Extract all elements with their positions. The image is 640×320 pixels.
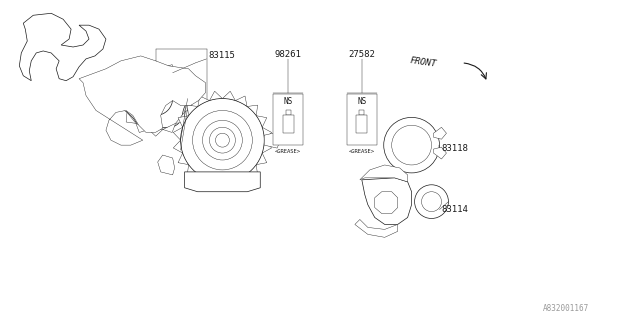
Polygon shape [375, 192, 397, 213]
Polygon shape [209, 91, 223, 100]
Polygon shape [148, 130, 163, 136]
Circle shape [139, 82, 173, 116]
Circle shape [384, 117, 440, 173]
Polygon shape [283, 116, 294, 133]
Circle shape [147, 90, 164, 108]
Text: 98261: 98261 [275, 51, 301, 60]
FancyBboxPatch shape [347, 93, 377, 145]
Polygon shape [163, 123, 175, 132]
Text: 83118: 83118 [442, 144, 468, 153]
Text: 27582: 27582 [348, 51, 375, 60]
Text: NS: NS [357, 97, 367, 106]
Text: NS: NS [284, 97, 292, 106]
Polygon shape [359, 110, 364, 116]
Polygon shape [126, 74, 136, 85]
Circle shape [415, 185, 449, 219]
Text: <GREASE>: <GREASE> [349, 148, 375, 154]
Circle shape [392, 125, 431, 165]
Polygon shape [256, 153, 267, 165]
Polygon shape [223, 91, 236, 100]
Polygon shape [126, 112, 136, 123]
Polygon shape [163, 65, 175, 74]
Polygon shape [247, 165, 258, 175]
Circle shape [202, 120, 243, 160]
Polygon shape [184, 172, 260, 192]
Polygon shape [119, 85, 127, 99]
Polygon shape [178, 116, 189, 127]
Polygon shape [198, 96, 209, 107]
Polygon shape [360, 165, 408, 182]
Polygon shape [175, 74, 186, 85]
Polygon shape [356, 116, 367, 133]
Polygon shape [184, 85, 193, 99]
Polygon shape [433, 147, 447, 159]
Polygon shape [175, 112, 186, 123]
Text: FRONT: FRONT [410, 57, 438, 69]
Polygon shape [184, 99, 193, 112]
Text: 83114: 83114 [442, 205, 468, 214]
Polygon shape [173, 140, 182, 153]
Polygon shape [188, 105, 198, 116]
Polygon shape [262, 127, 271, 140]
Circle shape [193, 110, 252, 170]
Polygon shape [173, 127, 182, 140]
Text: 83115: 83115 [209, 52, 236, 60]
Polygon shape [262, 140, 271, 153]
Polygon shape [198, 174, 209, 184]
Polygon shape [433, 127, 447, 139]
Polygon shape [236, 174, 247, 184]
Polygon shape [157, 155, 175, 175]
Polygon shape [256, 116, 267, 127]
Circle shape [422, 192, 442, 212]
Polygon shape [264, 132, 280, 148]
Polygon shape [209, 180, 223, 189]
Polygon shape [79, 56, 205, 145]
Text: A832001167: A832001167 [543, 304, 589, 313]
Polygon shape [148, 61, 163, 68]
Text: <GREASE>: <GREASE> [275, 148, 301, 154]
Polygon shape [122, 66, 189, 131]
Polygon shape [223, 180, 236, 189]
Polygon shape [188, 165, 198, 175]
Polygon shape [236, 96, 247, 107]
Polygon shape [285, 110, 291, 116]
Polygon shape [119, 99, 127, 112]
Polygon shape [19, 13, 106, 81]
Circle shape [216, 133, 229, 147]
Circle shape [180, 99, 264, 182]
Circle shape [209, 127, 236, 153]
FancyBboxPatch shape [273, 93, 303, 145]
Polygon shape [355, 220, 397, 237]
Polygon shape [247, 105, 258, 116]
Polygon shape [136, 65, 148, 74]
Polygon shape [175, 77, 188, 87]
Polygon shape [362, 178, 412, 224]
Polygon shape [178, 153, 189, 165]
Polygon shape [136, 123, 148, 132]
